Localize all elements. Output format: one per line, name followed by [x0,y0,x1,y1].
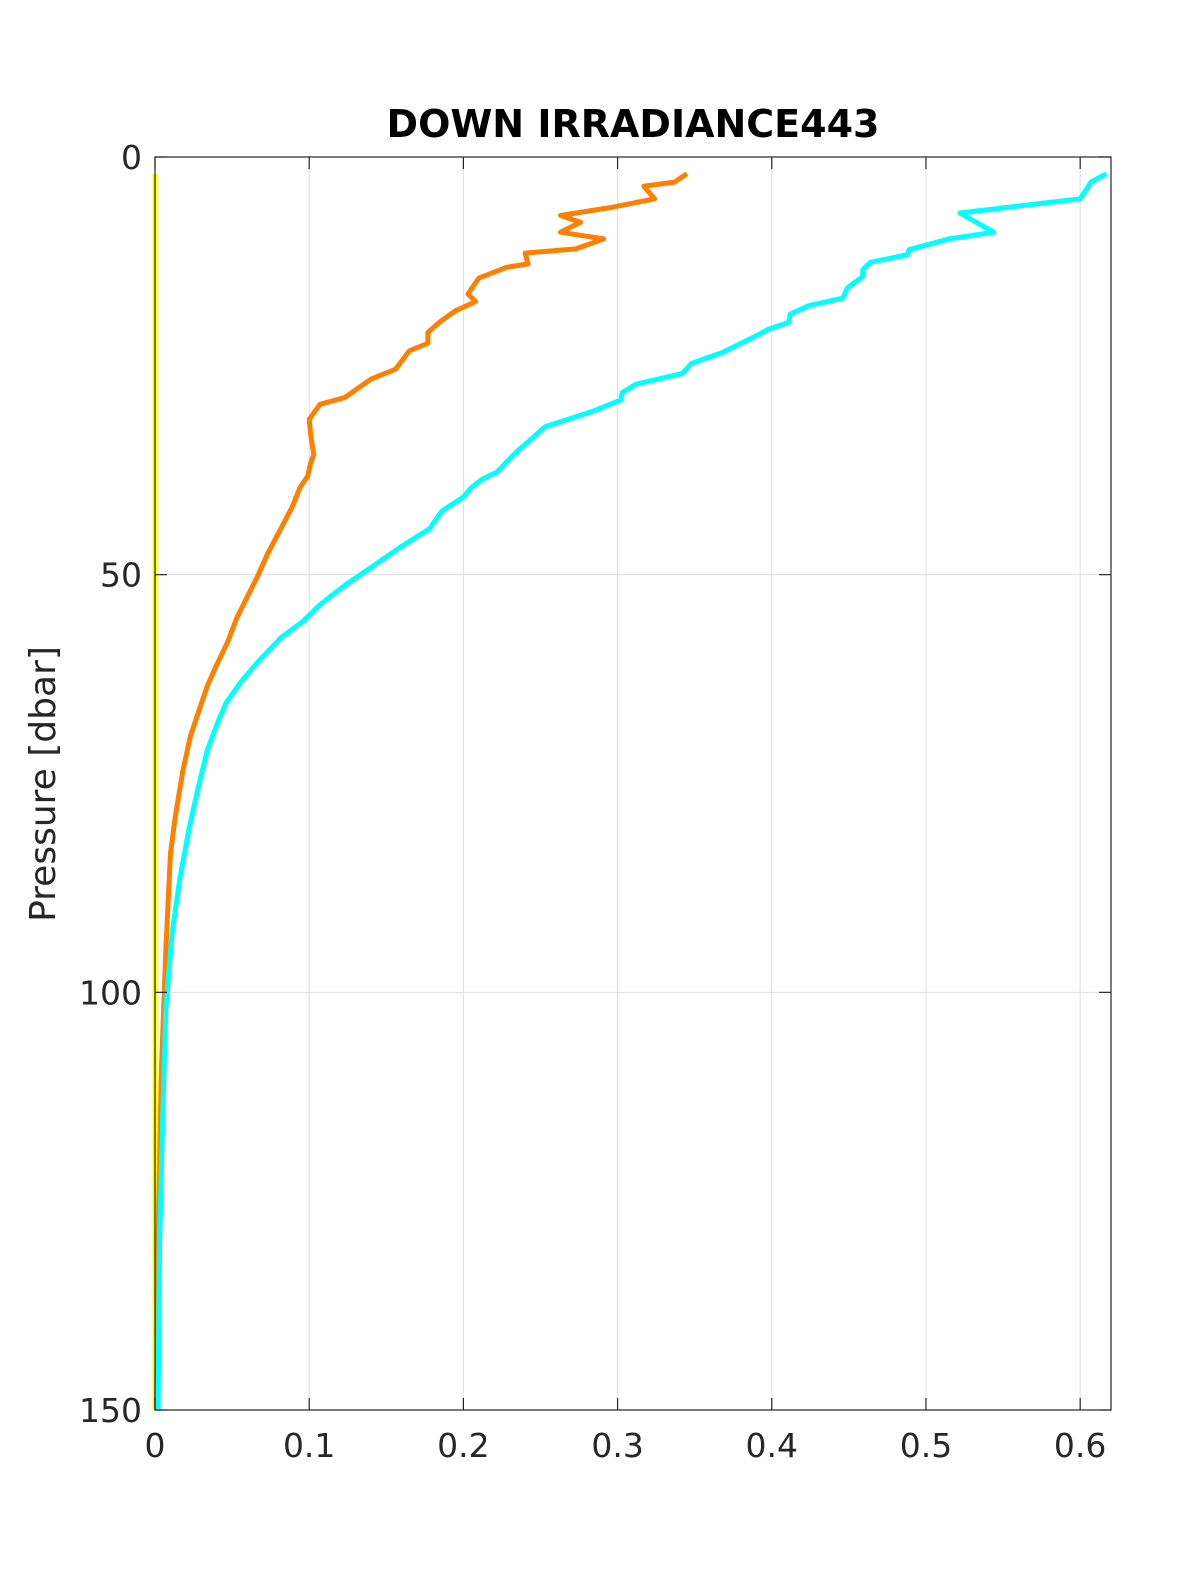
axes: 0 0.1 0.2 0.3 0.4 0.5 0.6 0 50 100 150 [79,138,1111,1465]
y-tick-label: 0 [121,138,142,177]
y-axis-label: Pressure [dbar] [23,646,64,922]
x-tick-label: 0.1 [283,1426,335,1465]
x-tick-label: 0.3 [591,1426,643,1465]
series-line-3 [155,171,1108,1411]
x-tick-label: 0.6 [1054,1426,1106,1465]
x-tick-label: 0.5 [900,1426,952,1465]
x-tick-label: 0 [145,1426,166,1465]
y-tick-label: 150 [79,1391,142,1430]
plot-frame [154,156,1112,1411]
series-line-2 [154,171,689,1411]
x-tick-label: 0.4 [746,1426,798,1465]
x-tick-label: 0.2 [437,1426,489,1465]
y-tick-label: 100 [79,973,142,1012]
plot-background [155,157,1111,1410]
y-tick-label: 50 [100,556,142,595]
chart-title: DOWN IRRADIANCE443 [387,102,880,146]
